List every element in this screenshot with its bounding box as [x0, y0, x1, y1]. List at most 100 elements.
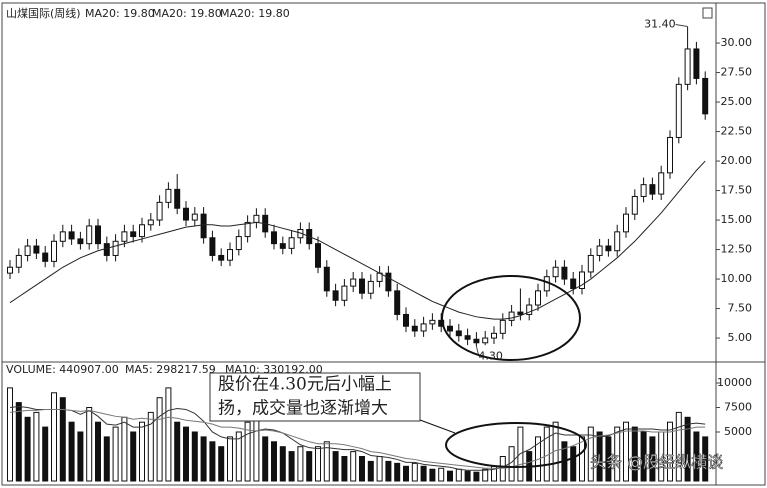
ma-line [9, 408, 706, 469]
candle-body [271, 231, 277, 245]
candle-body [561, 266, 568, 280]
volume-bar [209, 441, 216, 482]
candle-body [165, 188, 172, 203]
candle-body [86, 225, 93, 245]
y-tick-label: 7500 [724, 400, 752, 413]
volume-bar [359, 455, 365, 482]
volume-bar [482, 468, 489, 482]
candle-body [279, 243, 286, 249]
annotation-arrow [475, 346, 479, 355]
y-tick-label: 25.00 [721, 95, 753, 108]
y-tick-label: 10000 [717, 376, 752, 389]
volume-bar [376, 455, 383, 482]
candle-body [649, 184, 656, 195]
candle-body [526, 304, 533, 315]
candle-body [702, 77, 709, 115]
highlight-ellipse [445, 422, 587, 468]
candle-body [33, 245, 40, 254]
volume-bar [253, 416, 260, 482]
volume-bar [385, 460, 392, 482]
candle-body [95, 225, 101, 245]
candle-body [218, 254, 225, 261]
candle-body [535, 290, 541, 306]
candle-body [227, 249, 233, 261]
candle-body [200, 213, 207, 239]
volume-bar [640, 431, 647, 482]
volume-bar [86, 406, 93, 482]
volume-bar [130, 431, 137, 482]
candle-body [508, 311, 515, 321]
volume-bar [649, 436, 656, 482]
watermark: 头条 @股经纵横谈 [590, 453, 723, 472]
candle-body [587, 254, 594, 273]
volume-bar [112, 426, 119, 482]
volume-bar [350, 451, 357, 482]
candle-body [367, 280, 374, 294]
candle-body [103, 243, 110, 256]
candle-body [24, 245, 31, 256]
candle-body [139, 224, 145, 238]
candle-body [130, 231, 137, 238]
candle-body [68, 231, 75, 240]
candle-body [420, 323, 427, 332]
chart-title: 山煤国际(周线) [6, 6, 81, 20]
y-tick-label: 15.00 [721, 213, 753, 226]
y-tick-label: 7.50 [728, 302, 753, 315]
legend-entry: MA20: 19.80 [220, 7, 290, 20]
volume-bar [323, 441, 330, 482]
candle-body [235, 236, 242, 251]
volume-bar [95, 421, 101, 482]
candle-body [623, 213, 629, 233]
candle-body [464, 335, 471, 340]
candle-body [15, 254, 22, 268]
note-line: 股价在4.30元后小幅上 [218, 375, 392, 395]
volume-bar [315, 446, 321, 482]
legend-entry: MA20: 19.80 [152, 7, 222, 20]
volume-bar [420, 465, 427, 482]
volume-bar [200, 436, 207, 482]
candle-body [341, 285, 348, 301]
volume-bar [218, 446, 225, 482]
candle-body [667, 136, 673, 174]
legend-entry: MA5: 298217.59 [125, 363, 216, 376]
y-tick-label: 30.00 [721, 36, 753, 49]
candle-body [112, 240, 119, 256]
volume-bar [394, 462, 401, 482]
volume-bar [244, 421, 251, 482]
candle-body [7, 266, 13, 274]
legend-entry: VOLUME: 440907.00 [6, 363, 119, 376]
volume-bar [570, 446, 577, 482]
candle-body [482, 337, 489, 344]
volume-bar [59, 397, 66, 482]
y-tick-label: 5.00 [728, 331, 753, 344]
candle-body [315, 243, 321, 268]
volume-bar [332, 451, 339, 482]
candle-body [323, 266, 330, 292]
candle-body [385, 272, 392, 292]
volume-bar [693, 431, 700, 482]
volume-bar [403, 465, 409, 482]
candle-body [288, 237, 295, 249]
candle-body [42, 252, 49, 262]
candle-body [455, 330, 462, 337]
window-icon[interactable] [702, 7, 713, 19]
candle-body [429, 319, 436, 325]
candle-body [394, 290, 401, 315]
candle-body [631, 195, 638, 215]
volume-bar [165, 387, 172, 482]
volume-bar [447, 470, 453, 482]
volume-bar [121, 416, 128, 482]
candle-body [156, 201, 163, 221]
volume-bar [605, 436, 612, 482]
candle-body [570, 278, 577, 289]
volume-bar [51, 392, 57, 482]
candle-body [121, 231, 128, 242]
volume-bar [288, 451, 295, 482]
candle-body [658, 172, 665, 195]
volume-bar [33, 411, 40, 482]
candle-body [411, 325, 418, 332]
candle-body [253, 214, 260, 223]
candle-body [51, 240, 57, 262]
legend-entry: MA20: 19.80 [85, 7, 155, 20]
